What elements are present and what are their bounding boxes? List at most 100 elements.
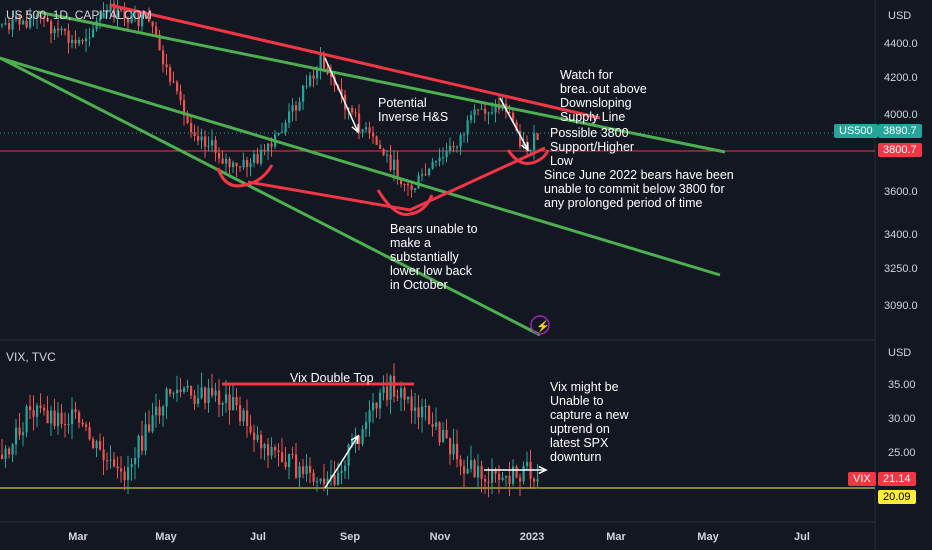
vix-candle-body bbox=[414, 407, 417, 411]
vix-candle-body bbox=[491, 469, 494, 483]
vix-candle-body bbox=[386, 386, 389, 400]
spx-candle-body bbox=[127, 18, 130, 23]
spx-drop-arrow-head bbox=[351, 123, 359, 134]
spx-candle-body bbox=[414, 188, 417, 191]
head-arc bbox=[376, 189, 434, 216]
spx-candle-body bbox=[67, 30, 70, 43]
vix-candle-body bbox=[438, 422, 441, 443]
spx-candle-body bbox=[484, 108, 487, 114]
vix-candle-body bbox=[480, 465, 483, 479]
spx-symbol-tag: US500 bbox=[834, 124, 878, 138]
vix-candle-body bbox=[522, 465, 525, 482]
spx-candle-body bbox=[113, 3, 116, 18]
supply-line bbox=[109, 3, 601, 120]
spx-candle-body bbox=[151, 21, 154, 27]
vix-candle-body bbox=[487, 481, 490, 483]
spx-candle-body bbox=[172, 81, 175, 83]
vix-candle-body bbox=[127, 467, 130, 481]
spx-candle-body bbox=[515, 122, 518, 132]
vix-sideways-arrow-head bbox=[538, 465, 548, 475]
spx-candle-body bbox=[386, 154, 389, 156]
spx-candle-body bbox=[298, 101, 301, 111]
vix-candle-body bbox=[410, 396, 413, 411]
vix-tick-label: 25.00 bbox=[888, 447, 916, 459]
spx-candle-body bbox=[60, 28, 63, 31]
vix-candle-body bbox=[267, 444, 270, 456]
vix-candle-body bbox=[22, 432, 25, 436]
spx-candle-body bbox=[214, 140, 217, 153]
spx-candle-body bbox=[211, 140, 214, 146]
spx-candle-body bbox=[29, 18, 32, 28]
spx-candle-body bbox=[340, 89, 343, 95]
watch-breakout-note: Watch for brea..out above Downsloping Su… bbox=[560, 68, 647, 124]
vix-candle-body bbox=[403, 388, 406, 400]
spx-candle-body bbox=[4, 23, 7, 25]
vix-candle-body bbox=[221, 402, 224, 405]
vix-candle-body bbox=[67, 423, 70, 425]
spx-candle-body bbox=[284, 122, 287, 133]
vix-candle-body bbox=[235, 397, 238, 406]
vix-candle-body bbox=[508, 475, 511, 484]
spx-candle-body bbox=[225, 158, 228, 164]
vix-candle-body bbox=[15, 427, 18, 445]
vix-candle-body bbox=[484, 478, 487, 482]
vix-candle-body bbox=[155, 406, 158, 416]
spx-candle-body bbox=[11, 19, 14, 30]
higher-low-trendline bbox=[247, 146, 546, 212]
spx-candle-body bbox=[389, 154, 392, 171]
spx-candle-body bbox=[78, 40, 81, 44]
vix-candle-body bbox=[452, 443, 455, 455]
spx-candle-body bbox=[288, 111, 291, 123]
spx-tick-label: 3400.0 bbox=[884, 229, 918, 241]
spx-candle-body bbox=[368, 127, 371, 133]
spx-tick-label: 4000.0 bbox=[884, 109, 918, 121]
vix-candle-body bbox=[442, 429, 445, 443]
vix-candle-body bbox=[424, 405, 427, 407]
spx-candle-body bbox=[207, 145, 210, 147]
vix-candle-body bbox=[32, 410, 35, 417]
vix-candle-body bbox=[53, 410, 56, 427]
vix-candle-body bbox=[158, 406, 161, 416]
spx-candle-body bbox=[358, 113, 361, 133]
vix-candle-body bbox=[400, 388, 403, 398]
spx-candle-body bbox=[74, 39, 77, 44]
vix-candle-body bbox=[312, 472, 315, 483]
spx-candle-body bbox=[158, 34, 161, 51]
spx-level-tag: 3800.7 bbox=[878, 143, 922, 157]
vix-rise-arrow-head bbox=[350, 434, 359, 445]
spx-candle-body bbox=[533, 133, 536, 150]
vix-candle-body bbox=[291, 454, 294, 456]
spx-candle-body bbox=[407, 184, 410, 186]
vix-candle-body bbox=[344, 465, 347, 471]
vix-candle-body bbox=[389, 375, 392, 400]
x-tick-label: Nov bbox=[430, 531, 452, 543]
spx-candle-body bbox=[197, 136, 200, 141]
vix-tick-label: 35.00 bbox=[888, 379, 916, 391]
right-shoulder-arc bbox=[506, 149, 550, 165]
spx-candle-body bbox=[435, 161, 438, 163]
spx-candle-body bbox=[200, 136, 203, 141]
spx-candle-body bbox=[438, 157, 441, 162]
spx-candle-body bbox=[309, 75, 312, 86]
spx-candle-body bbox=[466, 120, 469, 135]
vix-candle-body bbox=[246, 410, 249, 426]
vix-candle-body bbox=[172, 393, 175, 395]
vix-candle-body bbox=[323, 478, 326, 485]
inverse-hs-note: Potential Inverse H&S bbox=[378, 96, 449, 124]
spx-candle-body bbox=[267, 143, 270, 152]
vix-candle-body bbox=[358, 435, 361, 444]
spx-candle-body bbox=[263, 149, 266, 152]
spx-candle-body bbox=[92, 29, 95, 38]
vix-candle-body bbox=[179, 389, 182, 393]
vix-candle-body bbox=[284, 462, 287, 467]
vix-candle-body bbox=[8, 448, 11, 455]
vix-candle-body bbox=[449, 438, 452, 455]
vix-level-tag: 20.09 bbox=[878, 490, 916, 504]
vix-candle-body bbox=[326, 478, 329, 485]
spx-candle-body bbox=[88, 37, 91, 39]
vix-candle-body bbox=[365, 422, 368, 430]
left-shoulder-arc bbox=[216, 164, 274, 188]
vix-candle-body bbox=[375, 402, 378, 409]
